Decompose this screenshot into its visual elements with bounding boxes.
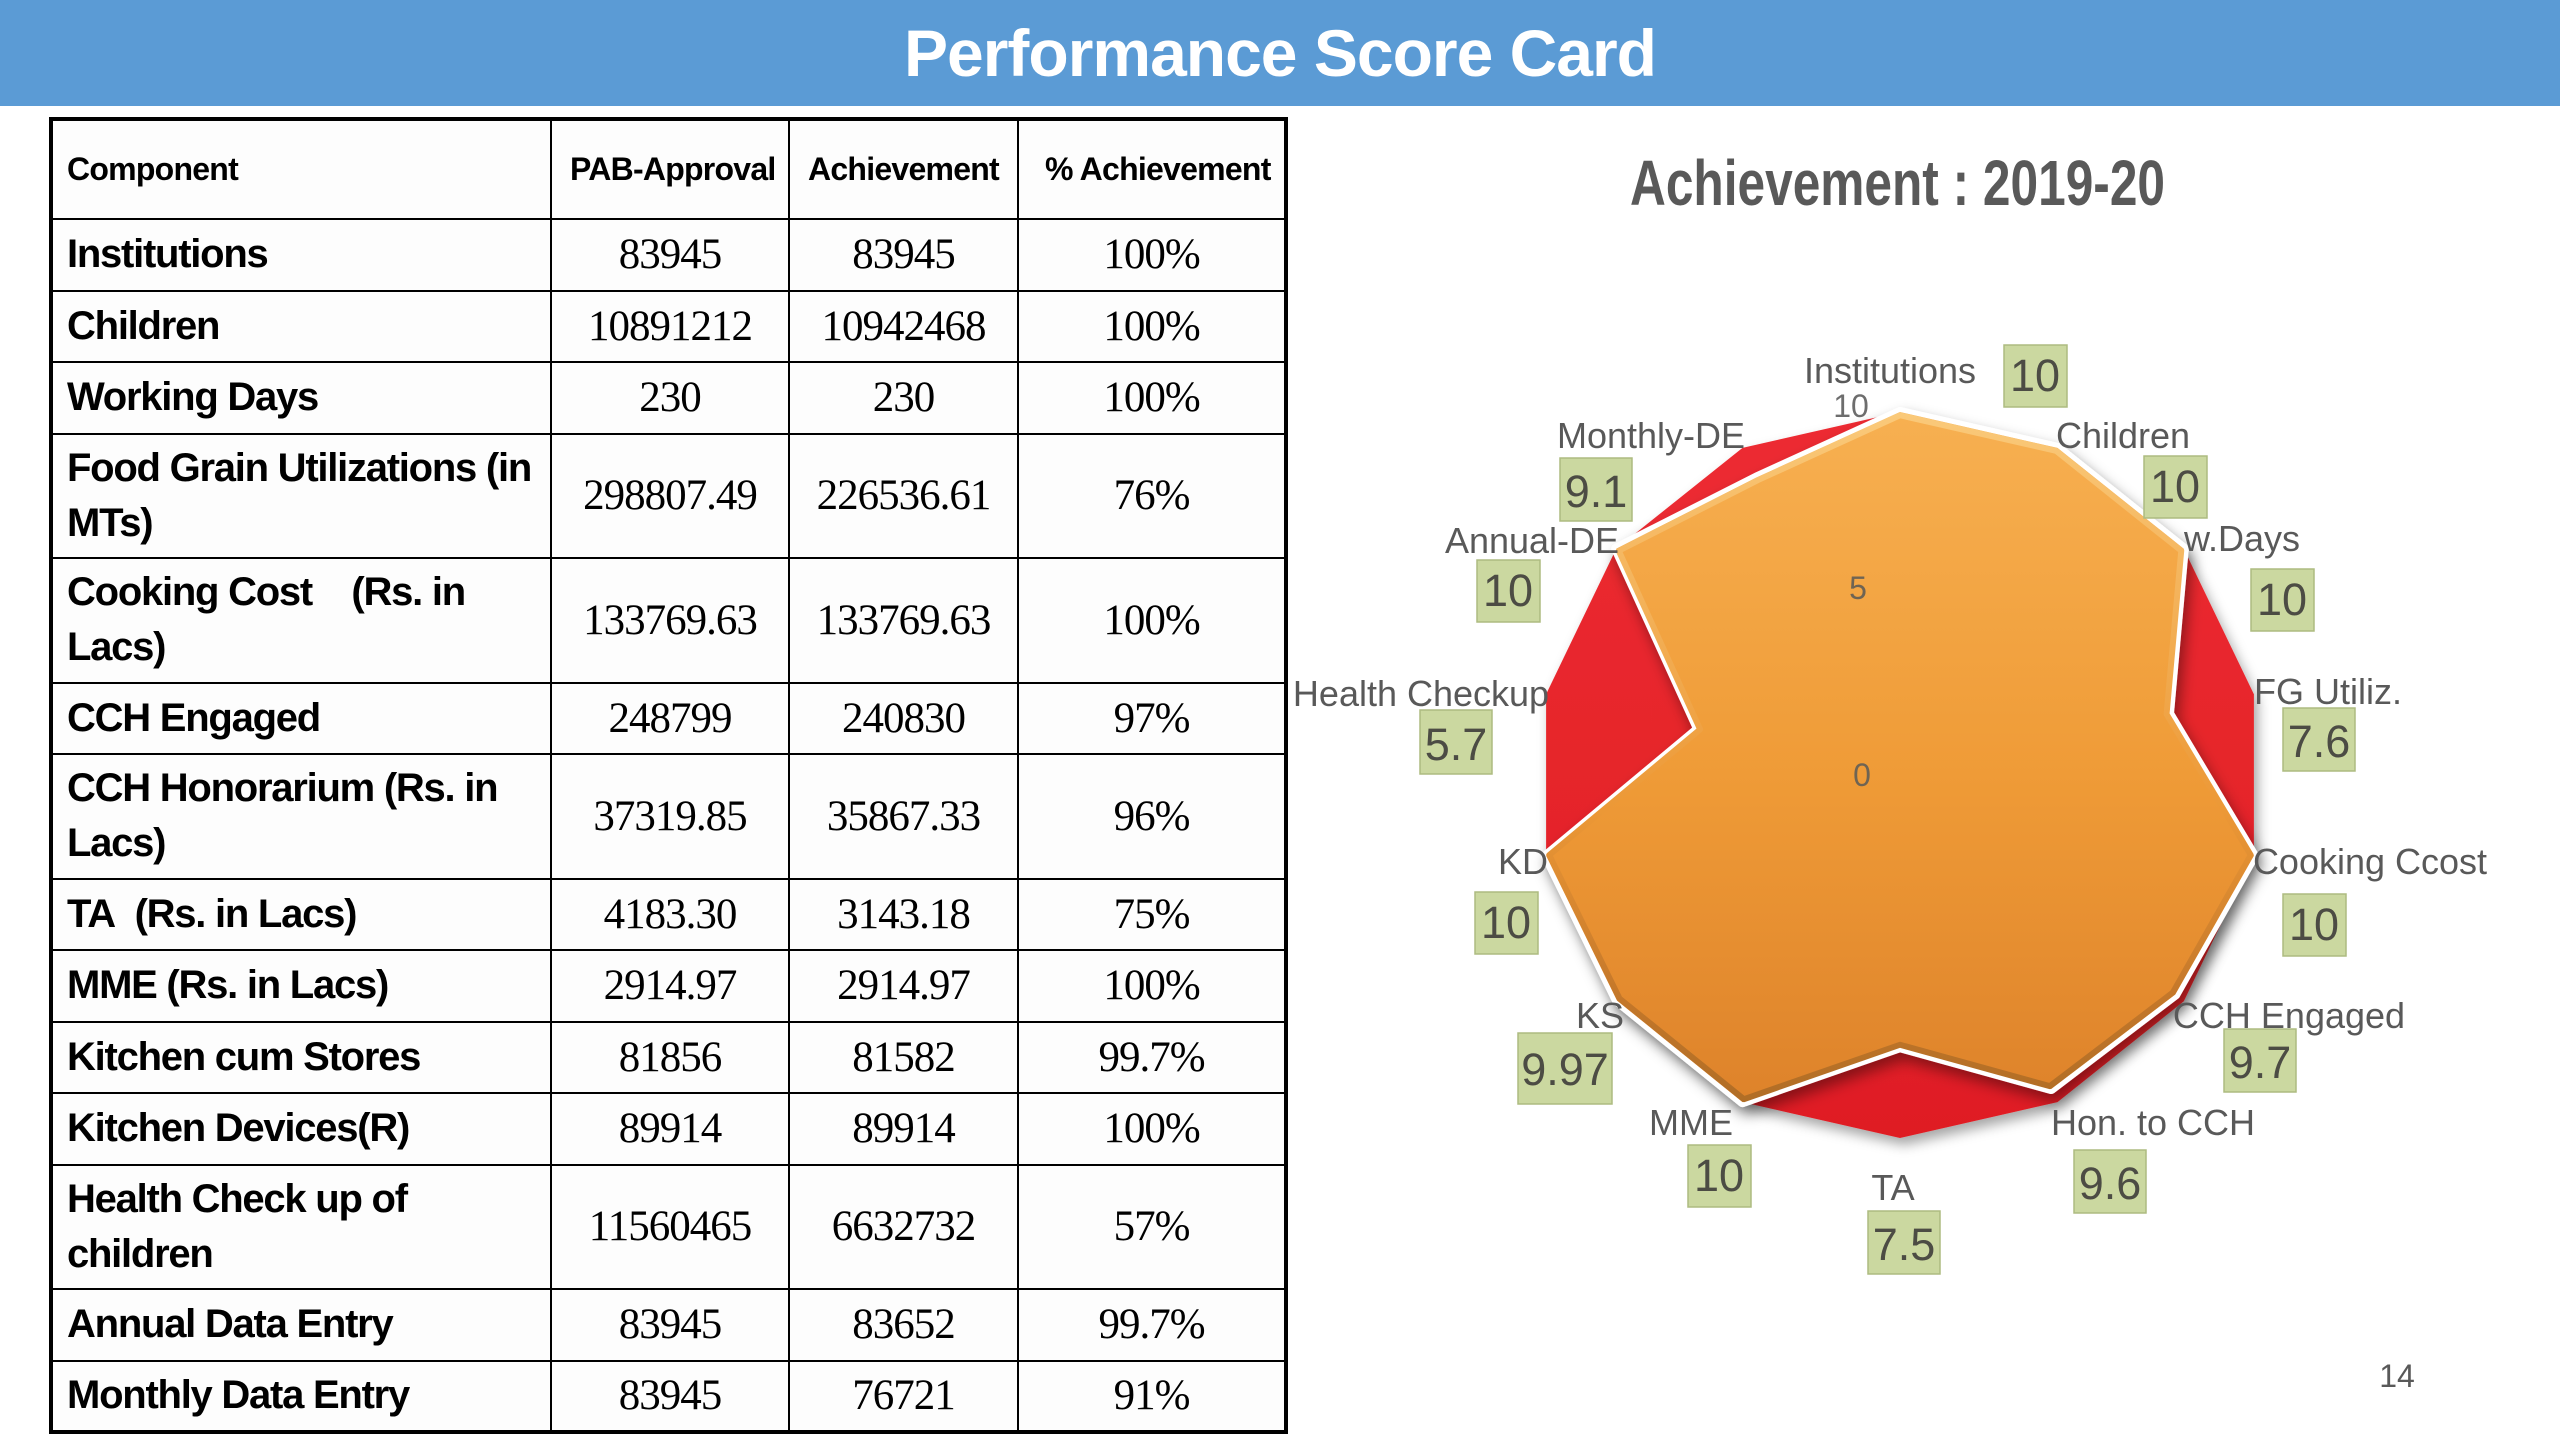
svg-text:9.6: 9.6 — [2079, 1158, 2142, 1209]
svg-text:w.Days: w.Days — [2183, 518, 2300, 559]
svg-text:9.1: 9.1 — [1565, 466, 1628, 517]
svg-text:9.97: 9.97 — [1521, 1044, 1609, 1095]
svg-text:Hon. to CCH: Hon. to CCH — [2051, 1102, 2255, 1143]
svg-text:10: 10 — [1481, 897, 1531, 948]
svg-text:KD: KD — [1498, 841, 1548, 882]
svg-text:10: 10 — [1694, 1150, 1744, 1201]
svg-text:Institutions: Institutions — [1804, 350, 1976, 391]
svg-text:Cooking Ccost: Cooking Ccost — [2253, 841, 2487, 882]
svg-text:10: 10 — [1483, 565, 1533, 616]
svg-text:10: 10 — [2010, 350, 2060, 401]
svg-text:TA: TA — [1871, 1167, 1914, 1208]
svg-text:5.7: 5.7 — [1425, 719, 1488, 770]
svg-text:FG Utiliz.: FG Utiliz. — [2254, 671, 2402, 712]
svg-text:5: 5 — [1849, 570, 1867, 606]
svg-text:Annual-DE: Annual-DE — [1445, 520, 1619, 561]
svg-text:Achievement : 2019-20: Achievement : 2019-20 — [1630, 147, 2165, 219]
svg-text:14: 14 — [2379, 1358, 2415, 1394]
svg-text:7.5: 7.5 — [1873, 1219, 1936, 1270]
svg-text:Health Checkup: Health Checkup — [1293, 673, 1549, 714]
svg-text:10: 10 — [2150, 461, 2200, 512]
svg-text:KS: KS — [1576, 995, 1624, 1036]
svg-text:Children: Children — [2056, 415, 2190, 456]
svg-text:9.7: 9.7 — [2229, 1037, 2292, 1088]
svg-text:7.6: 7.6 — [2288, 716, 2351, 767]
svg-text:10: 10 — [1833, 388, 1869, 424]
svg-text:10: 10 — [2257, 574, 2307, 625]
svg-text:Monthly-DE: Monthly-DE — [1557, 415, 1745, 456]
svg-text:10: 10 — [2289, 899, 2339, 950]
svg-text:MME: MME — [1649, 1102, 1733, 1143]
svg-text:0: 0 — [1853, 757, 1871, 793]
